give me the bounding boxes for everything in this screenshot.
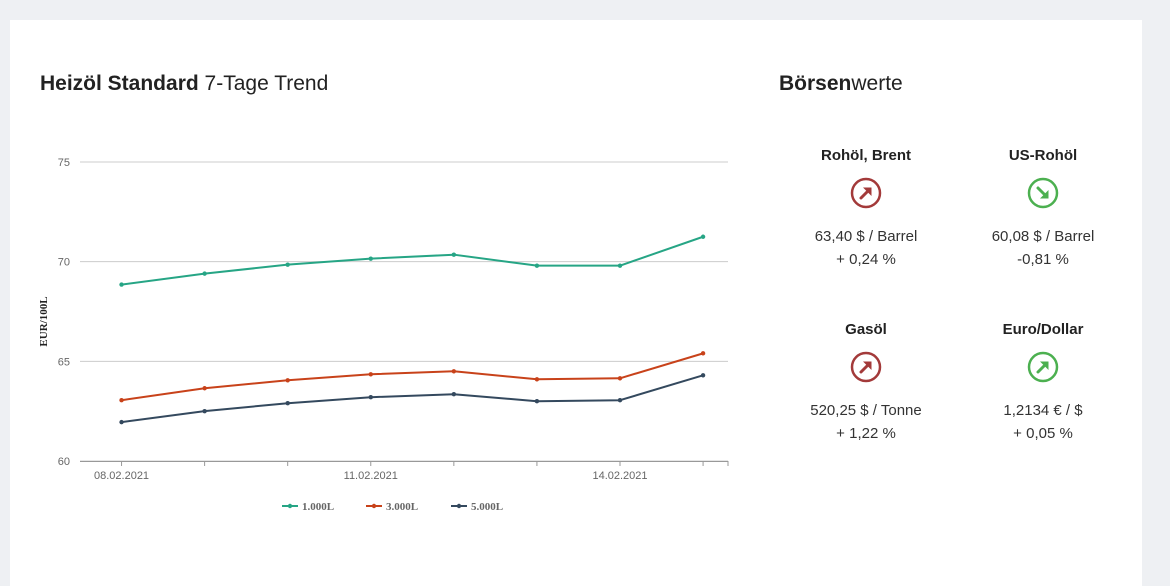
data-point bbox=[451, 252, 457, 257]
data-point bbox=[285, 378, 290, 383]
data-point bbox=[451, 369, 457, 374]
data-point bbox=[119, 419, 124, 425]
y-tick-label: 70 bbox=[58, 257, 70, 269]
chart-legend: 1.000L 3.000L 5.000L bbox=[282, 501, 503, 513]
quote-value: 63,40 $ / Barrel bbox=[814, 228, 918, 245]
legend-label: 1.000L bbox=[302, 501, 334, 513]
quote-us-rohoel: US-Rohöl 60,08 $ / Barrel -0,81 % bbox=[958, 145, 1128, 271]
x-tick-label: 08.02.2021 bbox=[94, 470, 149, 482]
legend-swatch-point bbox=[287, 503, 293, 509]
legend-item: 3.000L bbox=[366, 501, 418, 513]
chart-title-rest: 7-Tage Trend bbox=[198, 72, 329, 95]
legend-swatch-point bbox=[371, 503, 377, 509]
legend-label: 5.000L bbox=[471, 501, 503, 513]
legend-item: 5.000L bbox=[451, 501, 503, 513]
data-point bbox=[368, 372, 373, 377]
quote-euro-dollar: Euro/Dollar 1,2134 € / $ + 0,05 % bbox=[958, 319, 1128, 445]
data-point bbox=[202, 386, 207, 391]
data-point bbox=[368, 395, 373, 400]
series-5.000L bbox=[119, 373, 706, 425]
chart-title-bold: Heizöl Standard bbox=[40, 72, 199, 95]
y-tick-label: 65 bbox=[58, 356, 70, 368]
series-line bbox=[121, 352, 704, 402]
data-point bbox=[285, 262, 290, 267]
data-point bbox=[119, 398, 124, 403]
quote-gasoel: Gasöl 520,25 $ / Tonne + 1,22 % bbox=[781, 319, 951, 445]
quote-value: 1,2134 € / $ bbox=[1003, 402, 1083, 419]
quote-value: 60,08 $ / Barrel bbox=[991, 228, 1095, 245]
quote-name: Gasöl bbox=[845, 321, 887, 338]
chart-title: Heizöl Standard 7-Tage Trend bbox=[40, 72, 328, 96]
data-point bbox=[534, 399, 540, 404]
data-point bbox=[451, 392, 457, 397]
series-3.000L bbox=[119, 351, 706, 403]
data-point bbox=[119, 282, 124, 287]
quote-value: 520,25 $ / Tonne bbox=[810, 402, 922, 419]
quote-change: + 0,05 % bbox=[1013, 425, 1073, 442]
data-point bbox=[700, 351, 706, 356]
series-line bbox=[121, 235, 704, 286]
arrow-up-right-icon bbox=[850, 351, 882, 383]
data-point bbox=[700, 373, 706, 378]
quote-change: + 0,24 % bbox=[836, 251, 896, 268]
legend-item: 1.000L bbox=[282, 501, 334, 513]
arrow-down-right-icon bbox=[1027, 177, 1059, 209]
chart-grid bbox=[80, 161, 728, 462]
data-point bbox=[368, 256, 373, 261]
x-tick-label: 14.02.2021 bbox=[592, 470, 647, 482]
price-trend-chart: 60 65 70 75 08.02.2021 11.02.2021 14.02.2021 EU… bbox=[38, 157, 729, 513]
quote-name: Rohöl, Brent bbox=[821, 147, 911, 164]
series-1.000L bbox=[119, 234, 706, 287]
chart-axes: 60 65 70 75 08.02.2021 11.02.2021 14.02.2021 EU… bbox=[38, 157, 729, 482]
data-point bbox=[617, 263, 623, 268]
y-tick-label: 75 bbox=[58, 157, 70, 169]
legend-swatch-point bbox=[456, 503, 462, 509]
data-point bbox=[617, 376, 623, 381]
data-point bbox=[534, 377, 540, 382]
data-point bbox=[202, 408, 207, 414]
boersenwerte-title-bold: Börsen bbox=[779, 72, 852, 95]
data-point bbox=[534, 263, 540, 268]
quote-change: + 1,22 % bbox=[836, 425, 896, 442]
boersenwerte-title: Börsenwerte bbox=[779, 72, 903, 96]
series-line bbox=[121, 374, 704, 424]
arrow-up-right-icon bbox=[850, 177, 882, 209]
x-tick-label: 11.02.2021 bbox=[344, 470, 398, 482]
arrow-up-right-icon bbox=[1027, 351, 1059, 383]
quote-change: -0,81 % bbox=[1017, 251, 1069, 268]
quote-rohoel-brent: Rohöl, Brent 63,40 $ / Barrel + 0,24 % bbox=[781, 145, 951, 271]
quote-name: US-Rohöl bbox=[1008, 147, 1078, 164]
legend-label: 3.000L bbox=[386, 501, 418, 513]
data-point bbox=[285, 400, 290, 406]
y-axis-label: EUR/100L bbox=[38, 296, 50, 346]
boersenwerte-title-rest: werte bbox=[851, 72, 903, 95]
quote-name: Euro/Dollar bbox=[1002, 321, 1084, 338]
data-point bbox=[617, 398, 623, 403]
data-point bbox=[202, 271, 207, 276]
chart-series bbox=[119, 234, 706, 425]
y-tick-label: 60 bbox=[58, 456, 70, 468]
data-point bbox=[700, 234, 706, 239]
content-card: Heizöl Standard 7-Tage Trend 60 65 70 75 08.… bbox=[10, 20, 1142, 586]
